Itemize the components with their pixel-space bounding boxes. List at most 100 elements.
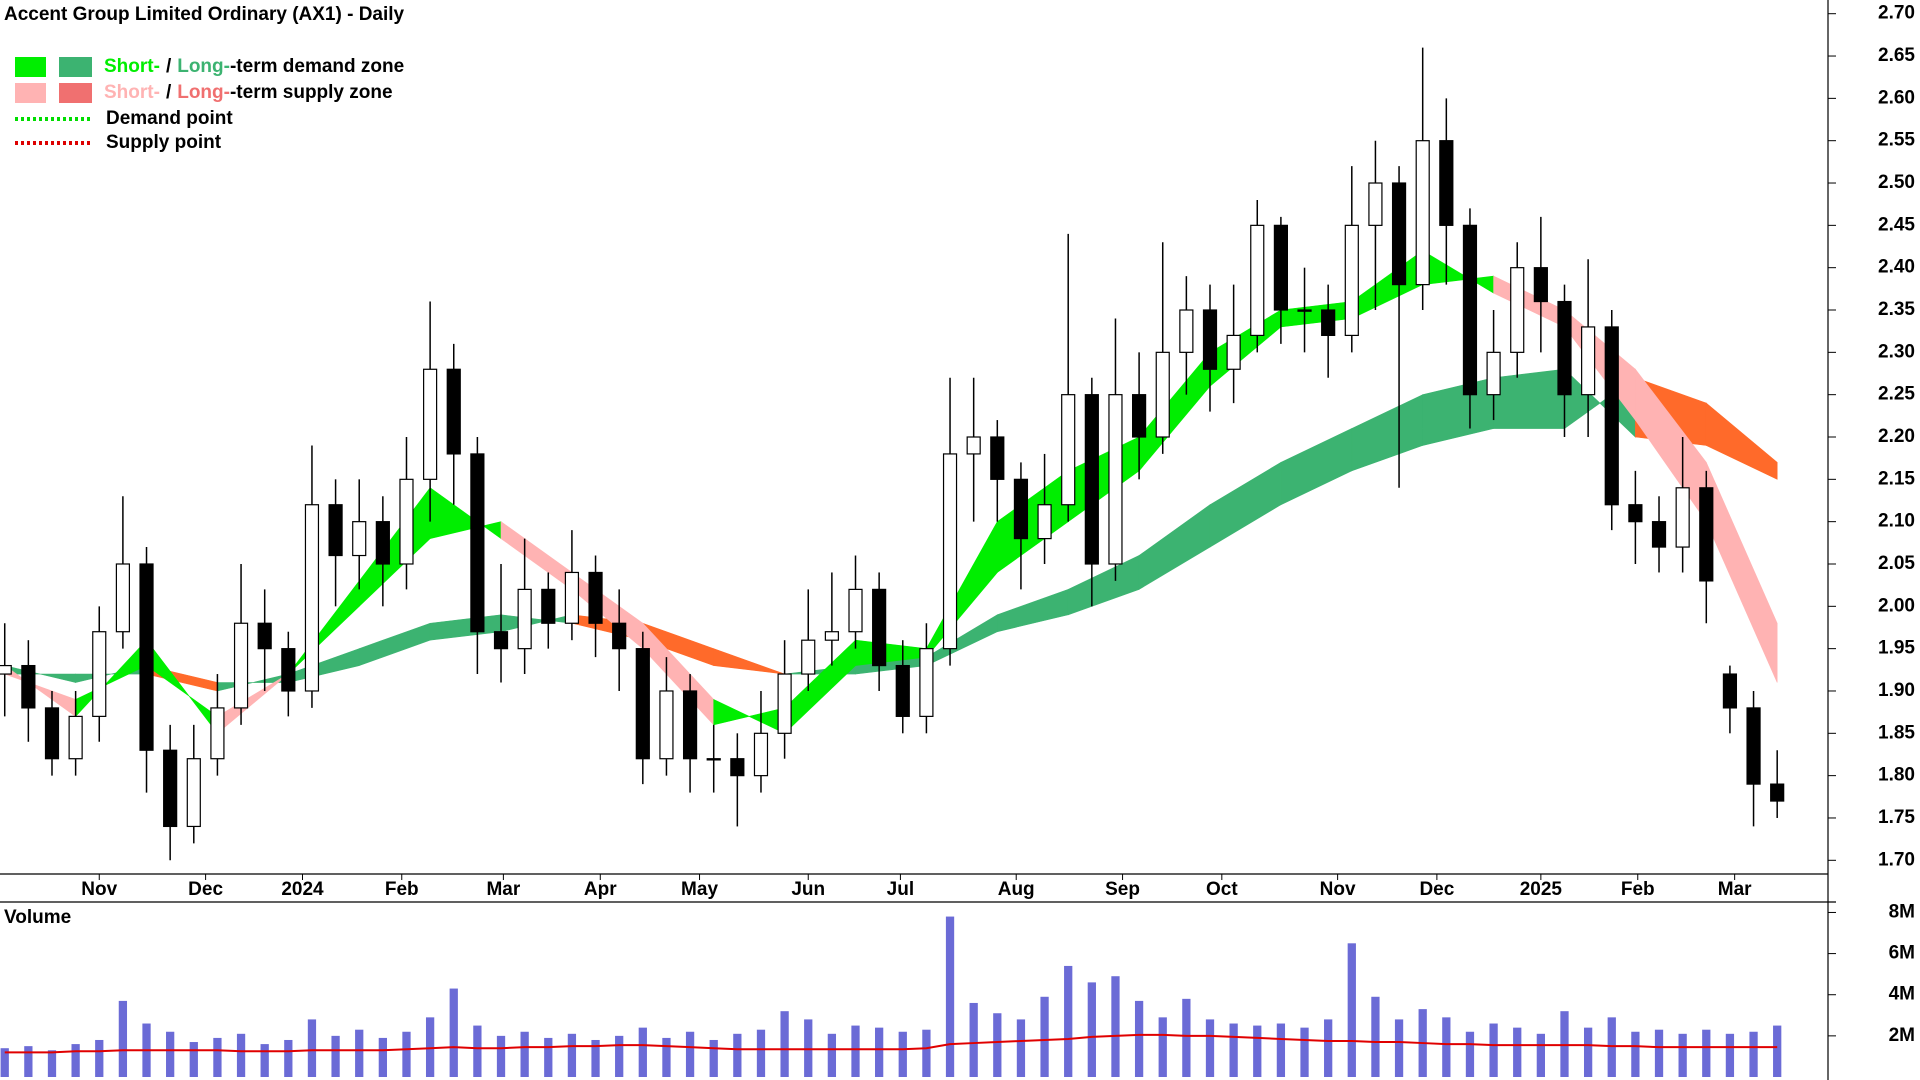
volume-bar (615, 1035, 624, 1077)
candle-body (1037, 504, 1052, 540)
volume-bar (1678, 1033, 1687, 1077)
volume-bar (1654, 1029, 1664, 1077)
x-tick-label: 2025 (1520, 879, 1563, 900)
candle-body (588, 571, 603, 624)
candle-body (328, 504, 343, 557)
candle-body (1415, 140, 1430, 286)
volume-bar (189, 1042, 198, 1077)
candle-body (1155, 351, 1170, 438)
y-tick-label: 2.35 (1878, 299, 1915, 320)
candle-body (1722, 673, 1738, 709)
volume-bar (449, 988, 458, 1077)
volume-bar (0, 1048, 9, 1077)
long-zone-segment (1493, 368, 1565, 429)
volume-bar (1158, 1017, 1167, 1077)
volume-bar (1347, 943, 1356, 1077)
y-tick-label: 2.40 (1878, 257, 1915, 278)
candle-body (1108, 394, 1123, 565)
long-zone-segment (1705, 402, 1778, 480)
long-zone-segment (1067, 555, 1140, 616)
volume-bar (378, 1037, 387, 1077)
candle-body (1391, 182, 1407, 286)
candle-body (1604, 326, 1619, 506)
volume-bar (355, 1029, 364, 1077)
candle-body (682, 690, 698, 760)
volume-bar (1489, 1023, 1498, 1077)
candle-body (375, 521, 390, 565)
candle-body (92, 631, 107, 717)
long-zone-segment (997, 588, 1069, 633)
y-tick-label: 1.80 (1878, 765, 1915, 786)
volume-bar (780, 1011, 789, 1077)
candle-body (68, 715, 83, 760)
candle-body (1510, 267, 1525, 353)
volume-bar (425, 1017, 435, 1077)
x-tick-label: Mar (1718, 879, 1752, 900)
y-tick-label: 2.05 (1878, 553, 1915, 574)
volume-bar (544, 1037, 553, 1077)
candle-body (517, 588, 532, 650)
chart-title: Accent Group Limited Ordinary (AX1) - Da… (4, 4, 405, 25)
candle-body (210, 707, 225, 760)
volume-tick-label: 6M (1889, 943, 1915, 964)
volume-bar (236, 1033, 246, 1077)
x-tick-label: Sep (1105, 879, 1140, 900)
candle-body (635, 648, 650, 760)
volume-bar (685, 1031, 695, 1077)
short-zone-segment (784, 639, 856, 735)
candle-body (1675, 487, 1690, 548)
volume-bar (898, 1031, 907, 1077)
candle-body (1297, 309, 1312, 312)
long-zone-segment (288, 648, 360, 683)
candle-body (777, 673, 792, 734)
short-zone-segment (4, 664, 76, 717)
candle-body (1013, 478, 1029, 540)
candle-body (1250, 224, 1265, 337)
x-tick-label: 2024 (281, 879, 324, 900)
legend-swatch (15, 83, 46, 103)
volume-bar (260, 1044, 269, 1077)
candle-body (966, 436, 981, 455)
volume-bar (1253, 1025, 1262, 1077)
y-tick-label: 2.65 (1878, 45, 1915, 66)
y-tick-label: 2.25 (1878, 384, 1915, 405)
legend-swatch (15, 57, 46, 77)
volume-bar (1064, 965, 1073, 1077)
candle-body (942, 453, 958, 650)
candle-body (304, 504, 320, 692)
legend-label: Demand point (106, 108, 233, 129)
candle-body (399, 478, 414, 565)
legend-long: Long- (177, 82, 230, 103)
volume-bar (307, 1019, 317, 1077)
volume-bar (71, 1044, 80, 1077)
candle-body (1321, 309, 1336, 337)
volume-bar (1773, 1025, 1782, 1077)
volume-bar (1607, 1017, 1616, 1077)
volume-bar (496, 1035, 506, 1077)
volume-bar (567, 1033, 577, 1077)
volume-bar (1583, 1027, 1593, 1077)
candle-body (470, 453, 485, 633)
candle-body (1628, 504, 1643, 523)
volume-bar (1725, 1033, 1735, 1077)
volume-bar (473, 1025, 482, 1077)
volume-bar (213, 1037, 222, 1077)
candle-body (1273, 224, 1288, 311)
candles (0, 47, 1785, 861)
x-tick-label: Mar (486, 879, 520, 900)
long-zone-segment (358, 622, 431, 667)
candle-body (257, 622, 272, 650)
legend-sep: / (166, 56, 172, 77)
y-tick-label: 2.20 (1878, 426, 1915, 447)
volume-bar (1087, 982, 1096, 1077)
volume-bar (1276, 1023, 1286, 1077)
candle-body (139, 563, 154, 751)
volume-ma (4, 1033, 1778, 1054)
volume-bar (95, 1039, 104, 1077)
candle-body (541, 588, 556, 624)
candle-body (1746, 707, 1761, 785)
volume-bar (24, 1046, 33, 1077)
volume-bar (1560, 1011, 1569, 1077)
short-zone-segment (1705, 462, 1778, 683)
candle-body (0, 664, 12, 675)
